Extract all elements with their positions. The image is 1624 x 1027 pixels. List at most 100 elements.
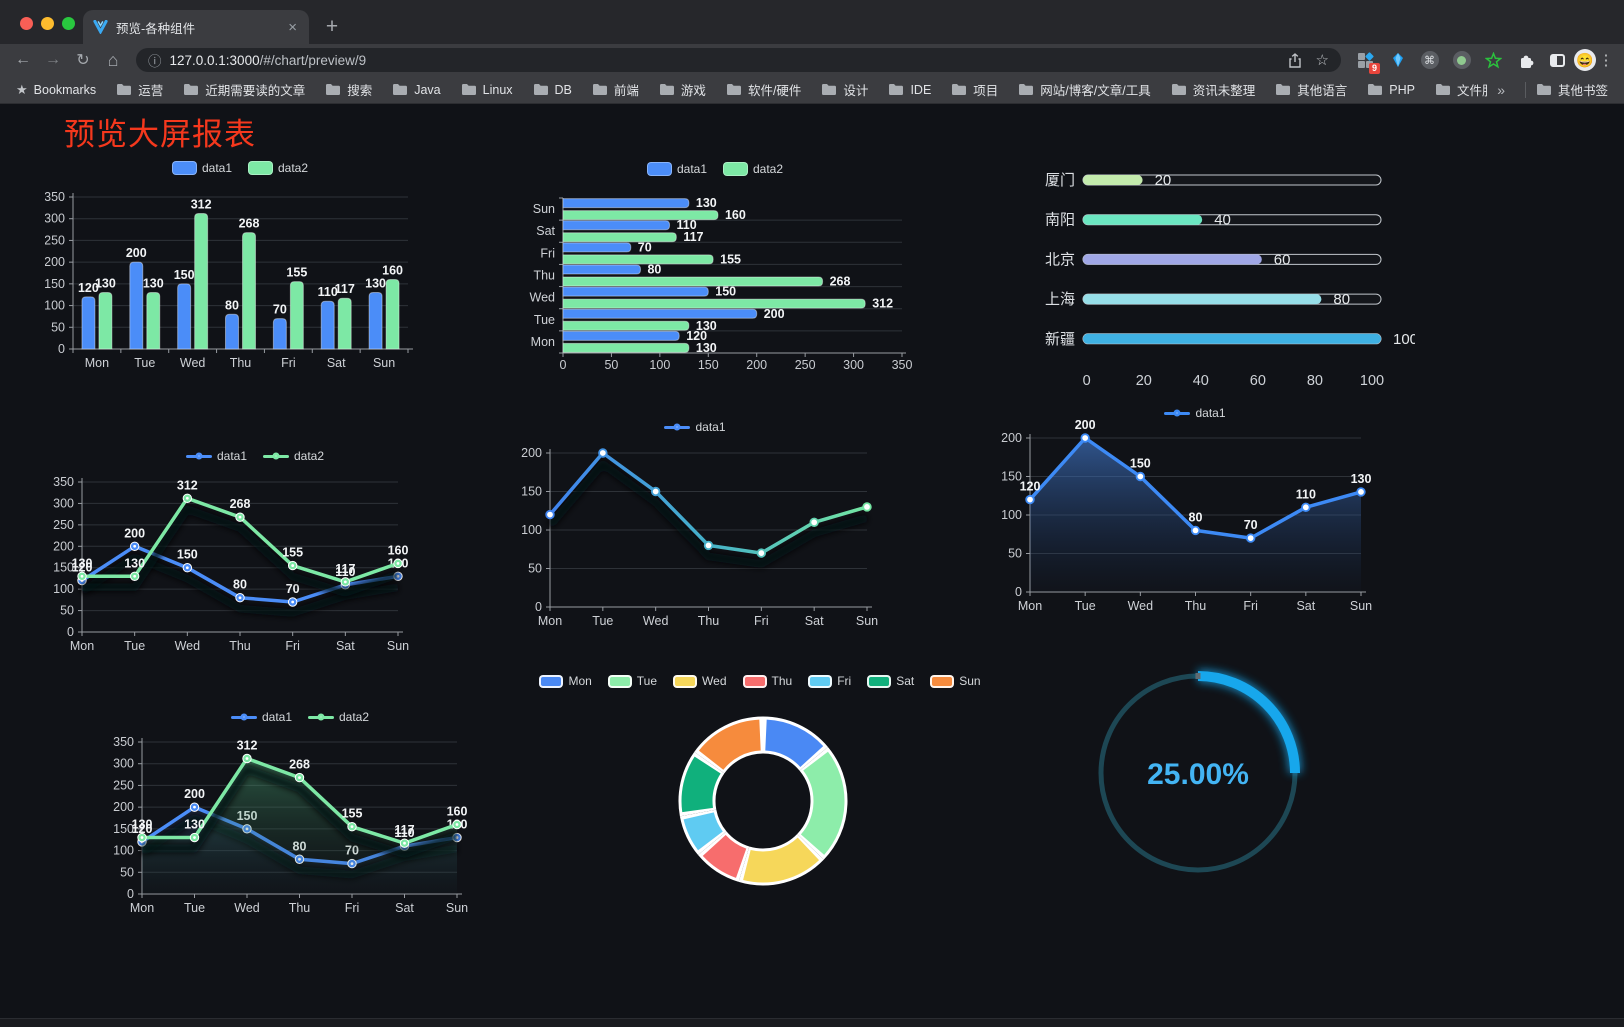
chart-grouped-bar: data1 data2 0 50 100 150 200 250 300 350 Mon Tue Wed… — [45, 152, 435, 377]
legend-item-Thu[interactable]: Thu — [742, 674, 793, 688]
svg-text:北京: 北京 — [1045, 251, 1075, 268]
gem-icon[interactable] — [1388, 51, 1407, 70]
bookmark-folder[interactable]: 资讯未整理 — [1171, 80, 1255, 99]
legend-item-data1[interactable]: data1 — [230, 710, 292, 724]
url-text[interactable]: 127.0.0.1:3000/#/chart/preview/9 — [170, 53, 367, 68]
svg-text:130: 130 — [72, 556, 93, 570]
legend-item-Wed[interactable]: Wed — [673, 674, 727, 688]
legend-item-Sat[interactable]: Sat — [867, 674, 914, 688]
bookmark-folder[interactable]: 前端 — [592, 80, 639, 99]
bookmark-folder[interactable]: 游戏 — [659, 80, 706, 99]
bookmarks-overflow-icon[interactable]: » — [1497, 81, 1505, 98]
svg-text:Sun: Sun — [856, 614, 878, 628]
folder-icon — [1171, 84, 1186, 95]
address-bar[interactable]: ⓘ 127.0.0.1:3000/#/chart/preview/9 ☆ — [136, 48, 1341, 72]
legend-item-data1[interactable]: data1 — [646, 162, 707, 176]
svg-text:100: 100 — [521, 523, 542, 537]
reload-icon[interactable]: ↻ — [76, 52, 90, 69]
bookmark-folder[interactable]: 其他语言 — [1275, 80, 1347, 99]
svg-text:Wed: Wed — [643, 614, 669, 628]
svg-text:Fri: Fri — [281, 356, 296, 370]
legend-item-data1[interactable]: data1 — [185, 449, 247, 463]
bookmark-folder[interactable]: 设计 — [821, 80, 868, 99]
bookmark-folder[interactable]: 搜索 — [325, 80, 372, 99]
svg-text:110: 110 — [318, 285, 338, 299]
browser-tab[interactable]: 预览-各种组件 × — [83, 10, 309, 44]
svg-text:Mon: Mon — [130, 901, 154, 915]
back-icon[interactable]: ← — [15, 51, 31, 68]
extension-grid-icon[interactable]: 9 — [1356, 51, 1380, 74]
svg-text:50: 50 — [604, 358, 618, 372]
bookmark-item-bookmarks[interactable]: ★ Bookmarks — [16, 81, 97, 97]
bookmark-folder[interactable]: 文件服务器 — [1435, 80, 1487, 99]
svg-text:110: 110 — [335, 565, 355, 579]
other-bookmarks[interactable]: 其他书签 — [1536, 80, 1608, 99]
sidebar-icon[interactable] — [1548, 51, 1567, 70]
svg-text:Thu: Thu — [289, 901, 311, 915]
svg-text:117: 117 — [335, 282, 355, 296]
legend-item-Mon[interactable]: Mon — [539, 674, 592, 688]
bookmark-folder[interactable]: PHP — [1367, 83, 1415, 97]
folder-icon — [326, 84, 341, 95]
legend-marker — [185, 452, 212, 460]
puzzle-icon[interactable] — [1516, 51, 1535, 70]
extension-badge: 9 — [1368, 62, 1380, 74]
zoom-window-button[interactable] — [62, 17, 75, 30]
legend-item-data2[interactable]: data2 — [723, 162, 783, 176]
menu-dots-icon[interactable]: ⋮ — [1598, 52, 1614, 69]
svg-text:0: 0 — [560, 358, 567, 372]
tab-close-icon[interactable]: × — [288, 18, 297, 36]
legend-item-data2[interactable]: data2 — [263, 449, 324, 463]
command-icon[interactable]: ⌘ — [1420, 51, 1439, 70]
svg-text:60: 60 — [1250, 373, 1266, 389]
minimize-window-button[interactable] — [41, 17, 54, 30]
legend-label: Thu — [771, 674, 793, 688]
svg-text:160: 160 — [382, 264, 403, 278]
folder-icon — [726, 84, 741, 95]
svg-text:100: 100 — [45, 299, 65, 313]
info-icon[interactable]: ⓘ — [148, 54, 162, 69]
legend-label: data1 — [216, 449, 247, 463]
bookmark-folder[interactable]: 项目 — [951, 80, 998, 99]
legend-item-data2[interactable]: data2 — [248, 161, 308, 175]
bookmark-folder[interactable]: Linux — [461, 83, 513, 97]
svg-text:Tue: Tue — [592, 614, 613, 628]
svg-text:150: 150 — [698, 358, 719, 372]
bookmark-folder[interactable]: 网站/博客/文章/工具 — [1018, 80, 1151, 99]
legend-label: data2 — [278, 161, 309, 175]
svg-text:110: 110 — [1296, 487, 1316, 501]
legend-item-data1[interactable]: data1 — [1164, 406, 1226, 420]
forward-icon[interactable]: → — [45, 51, 61, 68]
bookmark-folder[interactable]: Java — [392, 83, 441, 97]
svg-text:0: 0 — [535, 600, 542, 614]
bookmark-folder[interactable]: 软件/硬件 — [726, 80, 801, 99]
svg-text:120: 120 — [132, 822, 153, 836]
legend-item-data1[interactable]: data1 — [171, 161, 232, 175]
svg-text:155: 155 — [282, 546, 303, 560]
svg-text:250: 250 — [53, 518, 74, 532]
new-tab-button[interactable]: + — [325, 15, 339, 38]
record-icon[interactable] — [1452, 51, 1471, 70]
close-window-button[interactable] — [20, 17, 33, 30]
bookmark-folder[interactable]: DB — [533, 83, 572, 97]
share-icon[interactable] — [1288, 52, 1302, 68]
legend-item-Fri[interactable]: Fri — [808, 674, 851, 688]
legend-item-Sun[interactable]: Sun — [930, 674, 981, 688]
legend-item-data2[interactable]: data2 — [308, 710, 369, 724]
bookmark-folder[interactable]: 运营 — [116, 80, 163, 99]
avatar[interactable]: 😄 — [1574, 49, 1596, 71]
svg-text:Wed: Wed — [180, 356, 206, 370]
svg-text:60: 60 — [1274, 251, 1291, 268]
bookmark-folder[interactable]: IDE — [888, 83, 931, 97]
green-star-icon[interactable] — [1484, 51, 1503, 70]
bookmark-folder[interactable]: 近期需要读的文章 — [183, 80, 305, 99]
legend-item-Tue[interactable]: Tue — [607, 674, 657, 688]
legend-item-data1[interactable]: data1 — [664, 420, 726, 434]
svg-text:130: 130 — [696, 319, 717, 333]
bookmark-star-icon[interactable]: ☆ — [1315, 52, 1329, 69]
svg-text:130: 130 — [696, 196, 717, 210]
home-icon[interactable]: ⌂ — [107, 49, 119, 70]
svg-text:110: 110 — [677, 218, 697, 232]
svg-text:120: 120 — [686, 329, 707, 343]
svg-text:Fri: Fri — [1243, 599, 1258, 613]
